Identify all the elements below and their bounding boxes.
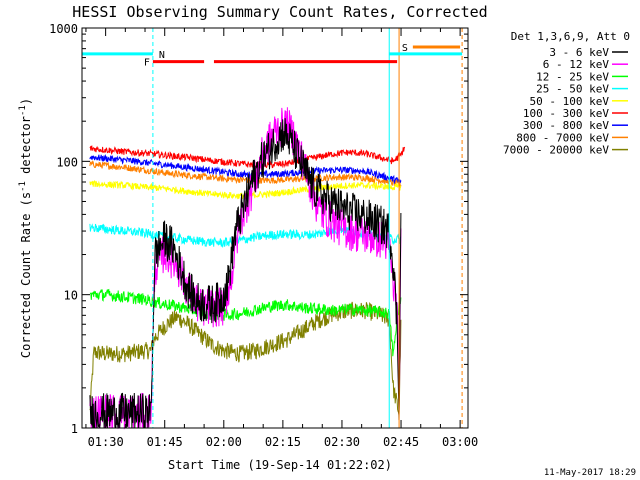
legend-entry-label: 300 - 800 keV	[523, 119, 609, 132]
y-axis-label-end: )	[19, 98, 33, 105]
x-tick-label: 01:30	[88, 435, 124, 449]
plot-frame	[81, 27, 469, 429]
y-tick-label: 100	[56, 155, 78, 169]
flag-label: N	[159, 50, 165, 61]
y-axis-label-text: Corrected Count Rate (s	[19, 192, 33, 358]
x-tick-label: 02:00	[206, 435, 242, 449]
y-tick-label: 10	[64, 289, 78, 303]
legend-entry-label: 800 - 7000 keV	[516, 131, 609, 144]
legend-entry-label: 25 - 50 keV	[536, 83, 609, 96]
series-800-7000-kev	[89, 160, 402, 188]
x-axis-label: Start Time (19-Sep-14 01:22:02)	[168, 458, 392, 472]
chart-title: HESSI Observing Summary Count Rates, Cor…	[72, 3, 487, 21]
x-tick-label: 01:45	[147, 435, 183, 449]
y-tick-label: 1	[71, 422, 78, 436]
flag-label: F	[144, 58, 150, 69]
x-tick-label: 02:30	[324, 435, 360, 449]
flag-label: S	[402, 43, 408, 54]
y-axis-label: Corrected Count Rate (s-1 detector-1)	[18, 98, 33, 358]
series-12-25-kev	[89, 288, 402, 357]
legend-entry-label: 12 - 25 keV	[536, 70, 609, 83]
legend-entry-label: 3 - 6 keV	[549, 46, 609, 59]
series-100-300-kev	[89, 145, 406, 169]
legend-entry-label: 6 - 12 keV	[543, 58, 610, 71]
series-300-800-kev	[89, 153, 402, 185]
series-layer	[89, 107, 406, 430]
legend-entry-label: 50 - 100 keV	[530, 95, 610, 108]
series-3-6-kev	[89, 118, 402, 429]
y-axis-label-mid: detector	[19, 116, 33, 181]
flags-layer: NF S	[82, 28, 463, 428]
axes-layer: 01:30 01:45 02:00 02:15 02:30 02:45 03:00 1 10 10…	[49, 22, 478, 449]
footer-date: 11-May-2017 18:29	[544, 468, 636, 478]
series-7000-20000-kev	[89, 301, 402, 415]
y-axis-label-sup2: -1	[18, 105, 28, 116]
x-tick-label: 02:15	[265, 435, 301, 449]
legend-entry-label: 100 - 300 keV	[523, 107, 609, 120]
legend-entry-label: 7000 - 20000 keV	[503, 144, 609, 157]
x-tick-label: 02:45	[383, 435, 419, 449]
y-axis-label-sup1: -1	[18, 181, 28, 192]
legend-header: Det 1,3,6,9, Att 0	[511, 30, 630, 43]
y-tick-label: 1000	[49, 22, 78, 36]
x-tick-label: 03:00	[442, 435, 478, 449]
